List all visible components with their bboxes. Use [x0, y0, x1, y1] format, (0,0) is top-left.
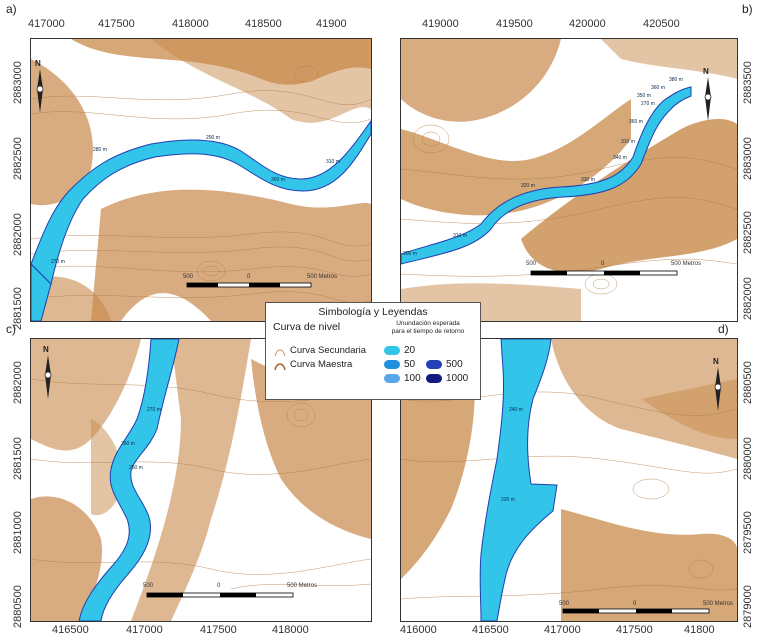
scale-label-mid: 0: [633, 601, 637, 607]
y-tick: 2879500: [742, 511, 754, 554]
x-tick: 416500: [472, 624, 509, 636]
x-tick: 418000: [272, 624, 309, 636]
x-tick: 418000: [172, 18, 209, 30]
river-label: 330 m: [581, 177, 595, 183]
north-arrow-icon: N: [711, 357, 725, 417]
x-tick: 418500: [245, 18, 282, 30]
legend-contour-major: Curva Maestra: [290, 359, 353, 370]
north-arrow-icon: N: [33, 59, 47, 119]
flood-swatch-500: [426, 360, 442, 369]
x-tick: 417000: [544, 624, 581, 636]
x-tick: 419000: [422, 18, 459, 30]
river-label: 300 m: [271, 177, 285, 183]
flood-swatch-1000: [426, 374, 442, 383]
y-tick: 2882500: [12, 137, 24, 180]
panel-c-label: c): [6, 322, 16, 336]
legend-contour-minor: Curva Secundaria: [290, 345, 367, 356]
flood-label-500: 500: [446, 359, 463, 370]
flood-swatch-50: [384, 360, 400, 369]
x-tick: 416500: [52, 624, 89, 636]
river-label: 360 m: [629, 119, 643, 125]
y-tick: 2880000: [742, 437, 754, 480]
y-tick: 2882000: [742, 277, 754, 320]
map-panel-d: 240 m 230 m 500 0 500 Metros N: [400, 338, 738, 622]
x-tick: 420000: [569, 18, 606, 30]
north-arrow-icon: N: [41, 345, 55, 405]
river-label: 270 m: [641, 101, 655, 107]
y-tick: 2883500: [742, 61, 754, 104]
north-arrow-icon: N: [701, 67, 715, 127]
river-label: 250 m: [129, 465, 143, 471]
legend-flood-title-line1: Unundación esperada: [396, 320, 460, 327]
x-tick: 416000: [400, 624, 437, 636]
panel-d-label: d): [718, 322, 729, 336]
river-label: 300 m: [403, 251, 417, 257]
flood-label-50: 50: [404, 359, 416, 370]
y-tick: 2882000: [12, 361, 24, 404]
y-tick: 2882500: [742, 211, 754, 254]
river-label: 310 m: [326, 159, 340, 165]
scale-label-right: 500 Metros: [671, 261, 702, 267]
river-label: 270 m: [51, 259, 65, 265]
scale-label-right: 500 Metros: [307, 274, 338, 280]
y-tick: 2880500: [12, 585, 24, 628]
panel-b-label: b): [742, 2, 753, 16]
scale-label-right: 500 Metros: [287, 583, 318, 589]
x-tick: 417500: [200, 624, 237, 636]
scale-label-mid: 0: [247, 274, 251, 280]
y-tick: 2879000: [742, 585, 754, 628]
river-label: 240 m: [509, 407, 523, 413]
y-tick: 2881000: [12, 511, 24, 554]
map-panel-b: 380 m 360 m 350 m 270 m 360 m 310 m 340 …: [400, 38, 738, 322]
scale-label-left: 500: [143, 583, 154, 589]
scale-label-left: 500: [183, 274, 194, 280]
river-label: 290 m: [206, 135, 220, 141]
legend-flood-title-line2: para el tiempo de retorno: [391, 327, 465, 335]
map-panel-a: 280 m 290 m 300 m 310 m 270 m 500 0 500 …: [30, 38, 372, 322]
river-label: 280 m: [93, 147, 107, 153]
x-tick: 41800: [684, 624, 715, 636]
legend-contour-title: Curva de nivel: [273, 321, 341, 333]
y-tick: 2881500: [12, 437, 24, 480]
scale-label-right: 500 Metros: [703, 601, 734, 607]
flood-label-1000: 1000: [446, 373, 469, 384]
map-b-canvas: [401, 39, 737, 321]
x-tick: 41900: [316, 18, 347, 30]
river-label: 350 m: [637, 93, 651, 99]
river-label: 380 m: [669, 77, 683, 83]
scale-label-left: 500: [526, 261, 537, 267]
map-a-canvas: [31, 39, 371, 321]
panel-a-label: a): [6, 2, 17, 16]
x-tick: 417000: [28, 18, 65, 30]
river-label: 310 m: [621, 139, 635, 145]
flood-label-100: 100: [404, 373, 421, 384]
x-tick: 419500: [496, 18, 533, 30]
river-label: 320 m: [521, 183, 535, 189]
river-label: 270 m: [147, 407, 161, 413]
scale-label-mid: 0: [601, 261, 605, 267]
y-tick: 2880500: [742, 361, 754, 404]
y-tick: 2883000: [12, 61, 24, 104]
y-tick: 2882000: [12, 213, 24, 256]
flood-swatch-20: [384, 346, 400, 355]
x-tick: 417500: [98, 18, 135, 30]
river-label: 360 m: [651, 85, 665, 91]
x-tick: 417000: [126, 624, 163, 636]
river-label: 230 m: [501, 497, 515, 503]
contour-minor-icon: [274, 349, 286, 357]
river-label: 340 m: [613, 155, 627, 161]
y-tick: 2883000: [742, 137, 754, 180]
contour-major-icon: [274, 363, 286, 371]
scale-label-mid: 0: [217, 583, 221, 589]
river-label: 310 m: [453, 233, 467, 239]
river-label: 260 m: [121, 441, 135, 447]
scale-label-left: 500: [559, 601, 570, 607]
map-legend: Simbología y Leyendas Curva de nivel Unu…: [265, 302, 481, 400]
flood-swatch-100: [384, 374, 400, 383]
legend-flood-title: Unundación esperada para el tiempo de re…: [378, 320, 478, 335]
flood-label-20: 20: [404, 345, 416, 356]
x-tick: 420500: [643, 18, 680, 30]
x-tick: 417500: [616, 624, 653, 636]
legend-title: Simbología y Leyendas: [318, 306, 428, 318]
